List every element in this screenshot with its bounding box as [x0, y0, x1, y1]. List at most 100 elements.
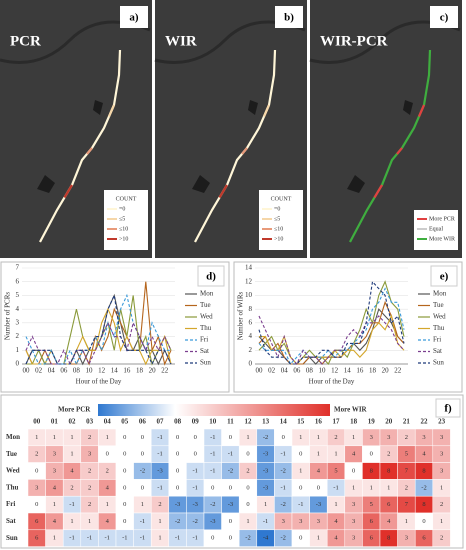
- cell-value: 0: [422, 518, 425, 525]
- row-label: Mon: [6, 433, 20, 441]
- y-axis-label: Number of PCRs: [4, 292, 12, 341]
- y-tick-label: 14: [245, 264, 253, 272]
- cell-value: 1: [53, 535, 56, 542]
- cell-value: 8: [387, 535, 390, 542]
- cell-value: -1: [104, 535, 109, 542]
- cell-value: 0: [229, 535, 232, 542]
- x-tick-label: 16: [123, 367, 131, 375]
- cell-value: 1: [440, 484, 443, 491]
- cell-value: 0: [246, 501, 249, 508]
- color-bar: [98, 404, 330, 416]
- cell-value: 0: [176, 434, 179, 441]
- cell-value: 4: [387, 518, 391, 525]
- map-panel: WIR b) COUNT =0 ≤5 ≤10 >10: [154, 0, 307, 258]
- cell-value: 1: [317, 434, 320, 441]
- cell-value: -2: [280, 501, 285, 508]
- cell-value: -3: [157, 467, 162, 474]
- cell-value: 0: [211, 535, 214, 542]
- cell-value: 3: [387, 434, 390, 441]
- y-tick-label: 8: [249, 305, 253, 313]
- legend-label: ≤10: [119, 226, 128, 232]
- cell-value: 0: [246, 484, 249, 491]
- x-tick-label: 18: [136, 367, 144, 375]
- cell-value: 0: [229, 484, 232, 491]
- cell-value: 4: [317, 467, 321, 474]
- cell-value: -3: [192, 501, 197, 508]
- cell-value: -1: [263, 518, 268, 525]
- cell-value: 0: [299, 484, 302, 491]
- cell-value: -1: [333, 484, 338, 491]
- cell-value: 2: [35, 451, 38, 458]
- lake: [192, 100, 258, 193]
- x-tick-label: 04: [48, 367, 56, 375]
- x-tick-label: 10: [319, 367, 327, 375]
- map-title: WIR-PCR: [320, 33, 388, 49]
- cell-value: 5: [405, 451, 408, 458]
- cell-value: 2: [158, 501, 161, 508]
- legend-label: More WIR: [429, 236, 455, 242]
- cell-value: 0: [141, 451, 144, 458]
- cell-value: -1: [228, 451, 233, 458]
- column-label: 17: [333, 418, 341, 426]
- cell-value: 1: [70, 434, 73, 441]
- legend-label: Sat: [433, 347, 442, 355]
- cell-value: 8: [370, 467, 373, 474]
- cell-value: 0: [352, 467, 355, 474]
- cell-value: 1: [141, 501, 144, 508]
- cell-value: 7: [405, 501, 409, 508]
- cell-value: -3: [175, 501, 180, 508]
- cell-value: 0: [35, 501, 38, 508]
- legend-label: Mon: [433, 290, 447, 298]
- cell-value: 2: [246, 467, 249, 474]
- legend-label: Fri: [433, 336, 441, 344]
- cell-value: 2: [70, 484, 73, 491]
- cell-value: -1: [298, 501, 303, 508]
- cell-value: 4: [53, 484, 57, 491]
- cell-value: 4: [53, 518, 57, 525]
- cell-value: 1: [106, 501, 109, 508]
- cell-value: 1: [317, 535, 320, 542]
- legend-label: Sat: [200, 347, 209, 355]
- cell-value: 0: [123, 434, 126, 441]
- cell-value: 2: [334, 434, 337, 441]
- cell-value: 6: [35, 518, 39, 525]
- cell-value: -1: [175, 535, 180, 542]
- x-tick-label: 02: [268, 367, 276, 375]
- column-label: 08: [174, 418, 182, 426]
- x-tick-label: 14: [111, 367, 119, 375]
- y-tick-label: 6: [249, 318, 253, 326]
- column-label: 00: [33, 418, 41, 426]
- x-tick-label: 20: [382, 367, 390, 375]
- legend-label: Sun: [200, 359, 211, 367]
- column-label: 10: [209, 418, 217, 426]
- panel-label: a): [129, 12, 139, 24]
- cell-value: 0: [35, 467, 38, 474]
- column-label: 20: [385, 418, 393, 426]
- cell-value: 1: [53, 501, 56, 508]
- route-segment: [373, 184, 383, 199]
- legend-label: Sun: [433, 359, 444, 367]
- cell-value: 0: [246, 451, 249, 458]
- cell-value: -1: [192, 467, 197, 474]
- cell-value: 1: [299, 434, 302, 441]
- cell-value: 0: [229, 518, 232, 525]
- legend-label: =0: [274, 206, 280, 212]
- cell-value: -1: [157, 451, 162, 458]
- cell-value: 3: [352, 518, 355, 525]
- x-tick-label: 02: [35, 367, 43, 375]
- x-tick-label: 08: [306, 367, 314, 375]
- cell-value: -3: [210, 518, 215, 525]
- cell-value: 1: [70, 451, 73, 458]
- lake: [37, 100, 103, 193]
- cell-value: 0: [211, 484, 214, 491]
- x-tick-label: 12: [331, 367, 339, 375]
- cell-value: 6: [422, 535, 426, 542]
- legend-label: >10: [119, 236, 128, 242]
- legend-label: Thu: [200, 324, 212, 332]
- x-tick-label: 16: [356, 367, 364, 375]
- cell-value: 2: [88, 501, 91, 508]
- x-tick-label: 14: [344, 367, 352, 375]
- y-tick-label: 2: [249, 346, 253, 354]
- cell-value: 0: [123, 484, 126, 491]
- series-line: [258, 280, 405, 365]
